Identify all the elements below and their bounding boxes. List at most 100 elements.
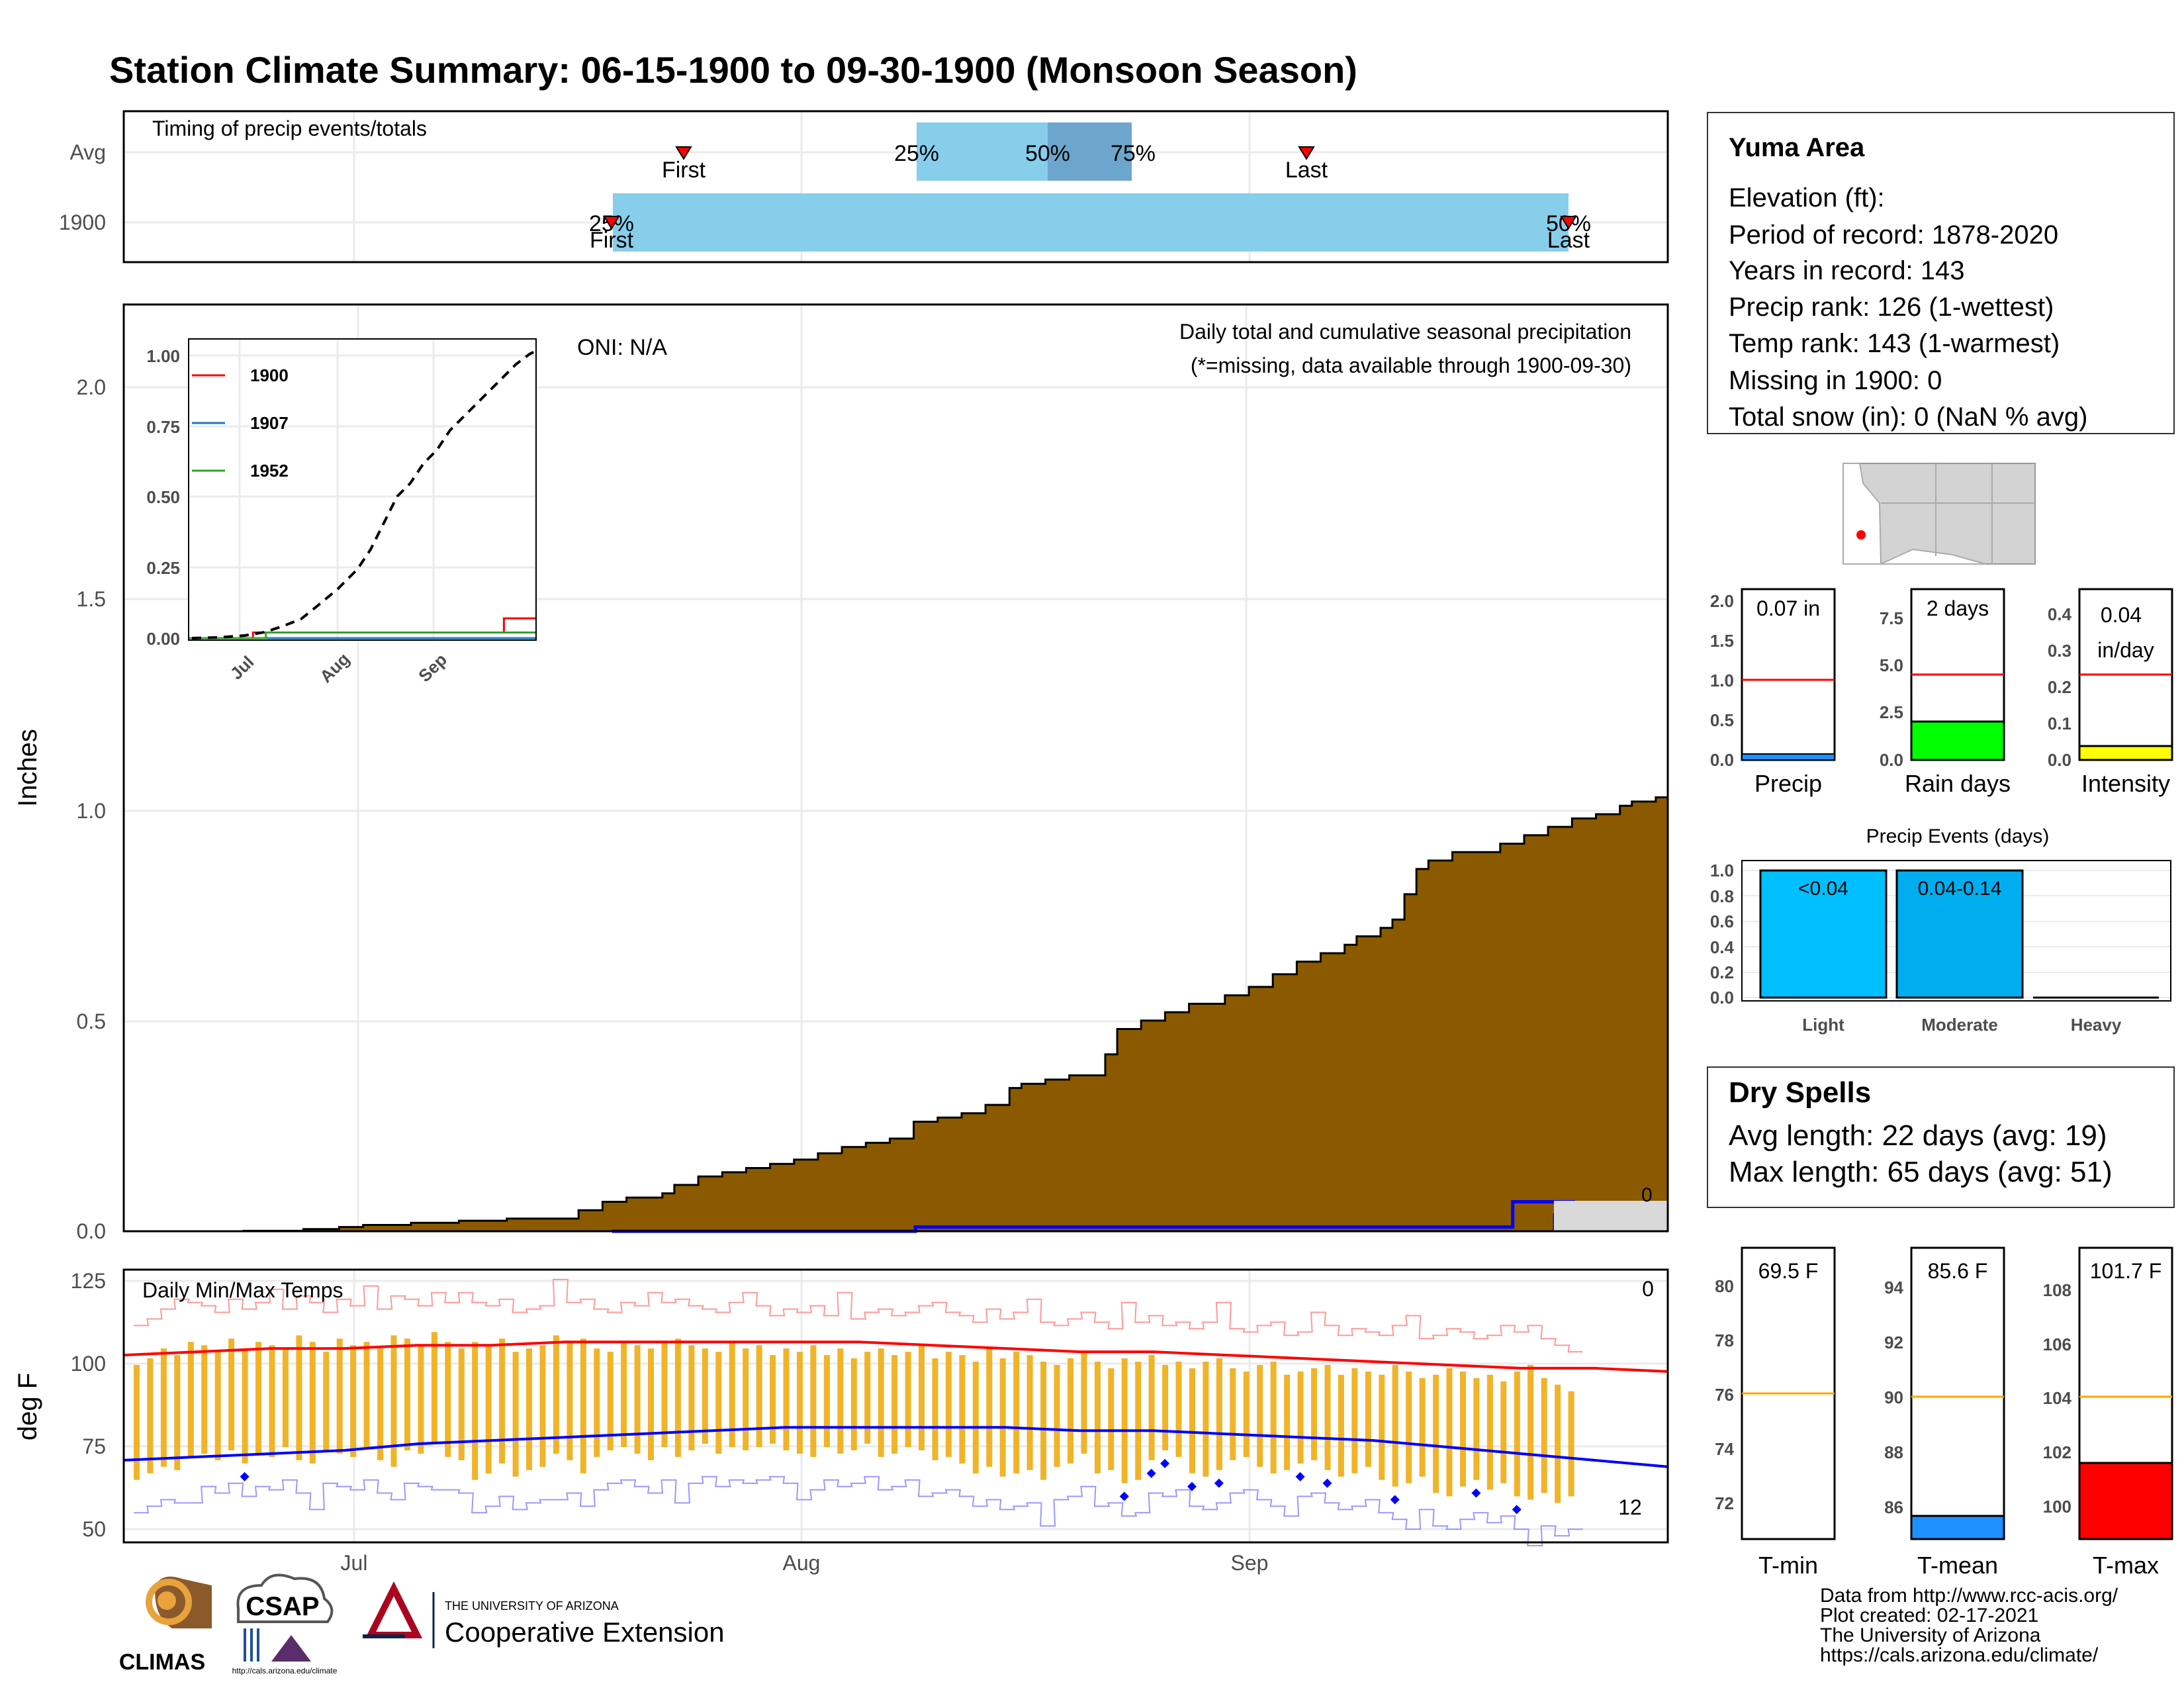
timing-panel-title: Timing of precip events/totals xyxy=(152,117,427,140)
temp-daily-bar xyxy=(1555,1384,1561,1503)
tmin-avg-line xyxy=(123,1426,1668,1468)
temp-daily-bar xyxy=(1527,1365,1534,1500)
station-name: Yuma Area xyxy=(1729,133,1865,162)
record-low-marker xyxy=(1471,1488,1481,1498)
temp-daily-bar xyxy=(919,1345,925,1450)
tmax-avg-line xyxy=(123,1340,1668,1373)
temp-daily-bar xyxy=(674,1338,681,1457)
temp-daily-bar xyxy=(323,1352,330,1450)
intensity-value: 0.04 xyxy=(2101,603,2142,627)
tmin-ytick: 76 xyxy=(1715,1385,1734,1405)
tmean-label: T-mean xyxy=(1917,1552,1998,1579)
temp-daily-bar xyxy=(1230,1368,1236,1460)
timing-row-1900: 1900 xyxy=(59,211,106,234)
climas-logo: CLIMAS xyxy=(119,1576,212,1675)
temp-daily-bar xyxy=(1460,1371,1466,1487)
csap-logo-text: CSAP xyxy=(246,1592,319,1621)
station-period: Period of record: 1878-2020 xyxy=(1729,220,2058,250)
timing-avg-p75: 75% xyxy=(1111,141,1156,166)
record-low-marker xyxy=(1512,1505,1522,1515)
temp-daily-bar xyxy=(905,1352,911,1448)
temp-daily-bar xyxy=(499,1338,506,1464)
temp-daily-bar xyxy=(1351,1368,1358,1474)
temp-daily-bar xyxy=(986,1348,993,1467)
precip-ytick: 0.0 xyxy=(1710,750,1734,770)
inset-y-axis: 0.00 0.25 0.50 0.75 1.00 xyxy=(146,346,180,649)
temp-ytick: 75 xyxy=(82,1434,106,1458)
oni-label: ONI: N/A xyxy=(577,335,667,360)
temp-daily-bar xyxy=(134,1365,140,1480)
temp-daily-bar xyxy=(201,1345,208,1454)
precip-ytick: 0.5 xyxy=(1710,710,1734,730)
inset-avg-dashed-line xyxy=(191,350,537,639)
rain-days-ytick: 5.0 xyxy=(1880,655,1903,675)
climas-logo-text: CLIMAS xyxy=(119,1650,205,1675)
temp-daily-bar xyxy=(242,1348,248,1464)
rain-days-value: 2 days xyxy=(1927,596,1989,620)
temp-daily-bar xyxy=(1013,1352,1020,1474)
temp-daily-bar xyxy=(539,1345,546,1467)
inset-chart: 1900 1907 1952 0.00 0.25 0.50 0.75 1.00 … xyxy=(146,338,537,686)
page-title: Station Climate Summary: 06-15-1900 to 0… xyxy=(109,49,1357,91)
tmin-label: T-min xyxy=(1758,1552,1818,1579)
timing-1900-last: Last xyxy=(1547,228,1590,253)
inset-ytick: 0.50 xyxy=(146,487,180,507)
temp-daily-bar xyxy=(823,1355,830,1448)
temp-daily-bar xyxy=(945,1352,952,1457)
mini-bar-rain-days: 2 days 0.0 2.5 5.0 7.5 Rain days xyxy=(1880,588,2011,797)
inset-legend: 1900 1907 1952 xyxy=(192,365,289,481)
inset-ytick: 1.00 xyxy=(146,346,180,366)
temp-daily-bar xyxy=(1433,1374,1439,1493)
footer-line: Plot created: 02-17-2021 xyxy=(1820,1605,2038,1626)
mini-bar-intensity: 0.04 in/day 0.0 0.1 0.2 0.3 0.4 Intensit… xyxy=(2048,588,2173,797)
temp-daily-bar xyxy=(932,1358,938,1460)
temp-daily-bar xyxy=(431,1332,437,1444)
tmin-ytick: 72 xyxy=(1715,1493,1734,1513)
precip-ytick: 0.5 xyxy=(77,1009,106,1033)
temp-daily-bar xyxy=(1068,1358,1073,1464)
events-ytick: 0.0 xyxy=(1710,988,1734,1008)
temp-daily-bar xyxy=(1311,1368,1317,1460)
tmax-label: T-max xyxy=(2093,1552,2159,1579)
rain-days-ytick: 7.5 xyxy=(1880,608,1903,628)
dry-spells-box: Dry Spells Avg length: 22 days (avg: 19)… xyxy=(1707,1066,2175,1208)
station-snow: Total snow (in): 0 (NaN % avg) xyxy=(1729,402,2087,432)
temp-daily-bar xyxy=(1270,1362,1277,1474)
tmax-ytick: 102 xyxy=(2043,1442,2071,1462)
temp-daily-bar xyxy=(1108,1368,1115,1470)
temp-ytick: 100 xyxy=(71,1352,106,1376)
intensity-ytick: 0.1 xyxy=(2048,714,2071,733)
mini-bar-tmean: 85.6 F 86 88 90 92 94 T-mean xyxy=(1884,1246,2005,1579)
temp-daily-bar xyxy=(837,1348,844,1454)
temp-daily-bar xyxy=(770,1355,776,1444)
missing-note: (*=missing, data available through 1900-… xyxy=(1191,353,1631,377)
temp-daily-bar xyxy=(1081,1352,1087,1454)
precip-events-chart: Precip Events (days) <0.04 0.04-0.14 0.0… xyxy=(1710,825,2171,1035)
temp-daily-bar xyxy=(1500,1381,1507,1483)
temp-ytick: 50 xyxy=(82,1517,106,1541)
temp-daily-bar xyxy=(1379,1374,1385,1480)
record-low-marker xyxy=(1160,1458,1170,1468)
temp-daily-bar xyxy=(350,1345,357,1457)
temp-daily-bar xyxy=(810,1345,817,1457)
precip-y-label: Inches xyxy=(13,729,42,807)
precip-ytick: 2.0 xyxy=(1710,591,1734,611)
temp-daily-bar xyxy=(377,1348,384,1460)
temp-daily-bar xyxy=(512,1352,519,1477)
temp-daily-bar xyxy=(1175,1362,1182,1457)
timing-panel: 25% 50% 75% First Last 25% First 50% Las… xyxy=(59,110,1669,263)
temp-daily-bar xyxy=(1324,1365,1331,1470)
events-ytick: 0.6 xyxy=(1710,912,1734,931)
tmean-ytick: 86 xyxy=(1884,1497,1903,1517)
station-missing: Missing in 1900: 0 xyxy=(1729,366,1942,395)
tmean-ytick: 92 xyxy=(1884,1333,1903,1352)
temp-daily-bar xyxy=(688,1345,695,1450)
precip-label: Precip xyxy=(1754,770,1822,797)
temp-daily-bar xyxy=(634,1345,641,1454)
tmax-ytick: 108 xyxy=(2043,1280,2071,1300)
temp-daily-bar xyxy=(1365,1371,1371,1467)
inset-ytick: 0.25 xyxy=(146,558,180,578)
temp-daily-bar xyxy=(1446,1368,1453,1497)
rain-days-ytick: 0.0 xyxy=(1880,750,1903,770)
inset-legend-1900: 1900 xyxy=(250,365,289,385)
